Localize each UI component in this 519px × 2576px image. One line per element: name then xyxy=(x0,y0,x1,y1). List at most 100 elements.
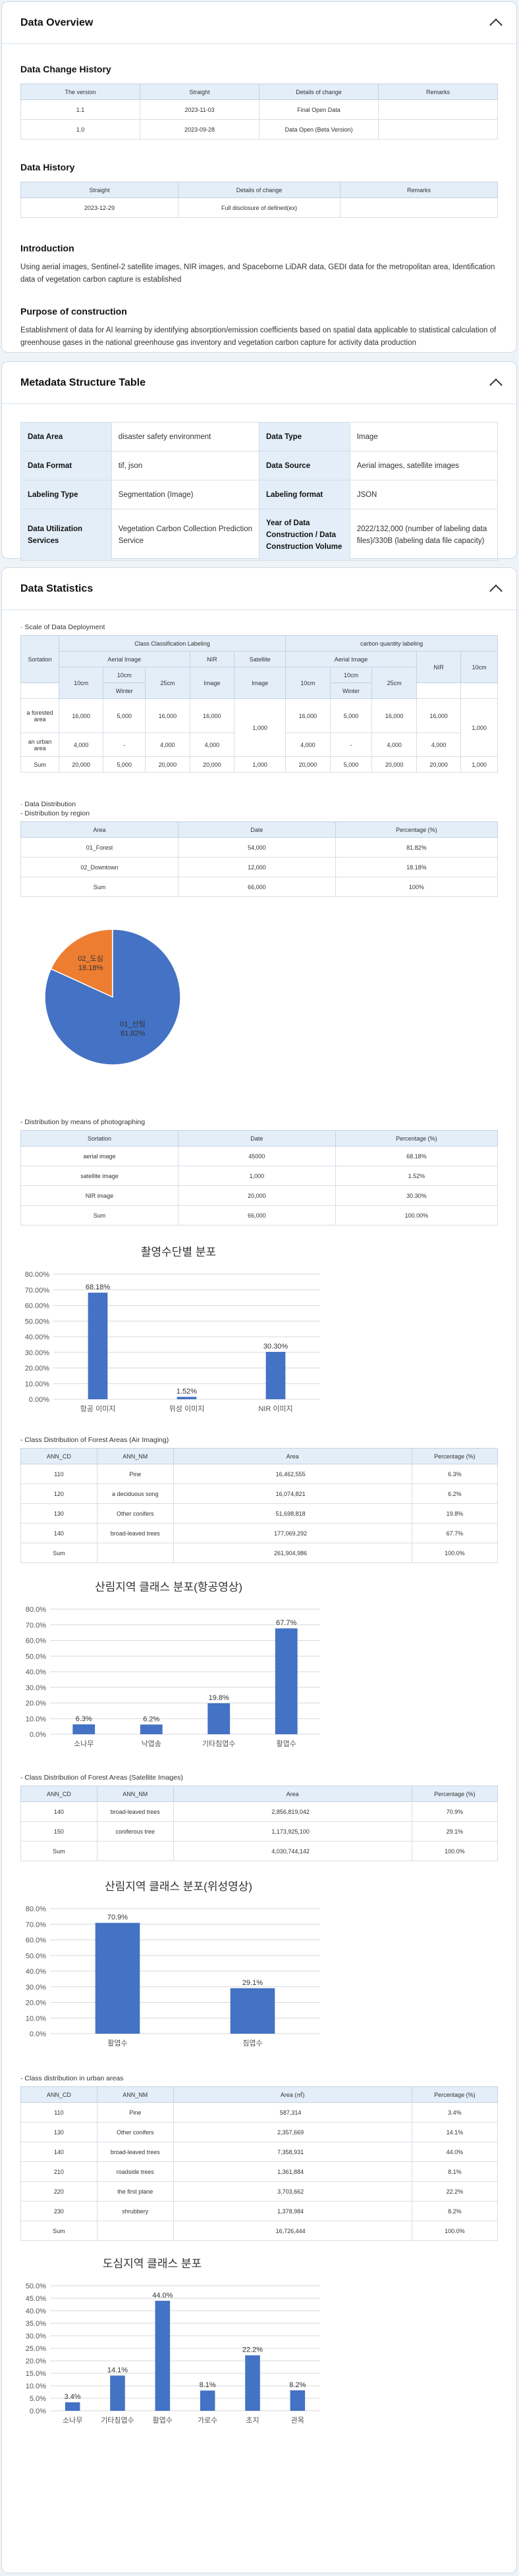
table-cell: 12,000 xyxy=(177,857,336,877)
meta-value: Aerial images, satellite images xyxy=(349,451,499,480)
table-cell: Sum xyxy=(20,1841,97,1861)
table-header: ANN_CD xyxy=(20,2086,97,2103)
table-header: Details of change xyxy=(259,84,379,100)
table-cell: 3.4% xyxy=(411,2102,499,2123)
bar xyxy=(265,1352,286,1399)
table-row: 110 Pine 16,462,555 6.3% xyxy=(20,1464,499,1484)
bar xyxy=(155,2300,171,2411)
table-cell: 16,000 xyxy=(189,698,235,733)
pie-slice xyxy=(50,929,113,998)
y-tick-label: 50.0% xyxy=(26,1653,46,1661)
table-cell: 140 xyxy=(20,1523,97,1543)
table-header: ANN_NM xyxy=(96,2086,174,2103)
deployment-scale-table: Sortation Class Classification Labeling … xyxy=(20,635,498,773)
table-row: Sum 4,030,744,142 100.0% xyxy=(20,1841,499,1861)
table-cell: 16,726,444 xyxy=(173,2221,412,2241)
bar xyxy=(110,2375,125,2411)
table-cell: 7,358,931 xyxy=(173,2142,412,2162)
chevron-up-icon[interactable] xyxy=(489,378,503,392)
region-caption: - Distribution by region xyxy=(20,810,90,817)
table-cell xyxy=(378,99,498,120)
table-cell: 01_Forest xyxy=(20,837,178,858)
table-cell: 81.82% xyxy=(335,837,499,858)
y-tick-label: 40.0% xyxy=(26,1968,46,1976)
table-cell: 4,000 xyxy=(145,733,190,757)
bar-value-label: 70.9% xyxy=(107,1914,128,1922)
panel-title: Metadata Structure Table xyxy=(20,376,146,388)
table-row: a forested area 16,000 5,000 16,000 16,0… xyxy=(20,698,498,757)
meta-value: JSON xyxy=(349,480,499,509)
table-cell: Sum xyxy=(20,1205,178,1225)
table-cell: broad-leaved trees xyxy=(96,1523,174,1543)
table-header: The version xyxy=(20,84,140,100)
table-cell: 20,000 xyxy=(177,1185,336,1206)
table-header: Winter xyxy=(103,683,146,699)
table-cell: NIR image xyxy=(20,1185,178,1206)
table-cell: 20,000 xyxy=(285,756,331,773)
bar xyxy=(65,2402,80,2411)
y-tick-label: 35.0% xyxy=(26,2320,46,2328)
chart-title: 촬영수단별 분포 xyxy=(141,1246,216,1258)
table-row: 110 Pine 587,314 3.4% xyxy=(20,2102,499,2123)
bar xyxy=(275,1628,298,1734)
metadata-header[interactable]: Metadata Structure Table xyxy=(2,362,516,404)
table-cell: 16,000 xyxy=(416,698,462,733)
bar-value-label: 14.1% xyxy=(107,2366,128,2374)
bar-value-label: 3.4% xyxy=(65,2393,81,2401)
table-row: 1.1 2023-11-03 Final Open Data xyxy=(20,99,498,120)
table-header: 10cm xyxy=(460,651,498,683)
means-caption: - Distribution by means of photographing xyxy=(20,1118,146,1126)
table-cell: 110 xyxy=(20,1464,97,1484)
forest-air-caption: - Class Distribution of Forest Areas (Ai… xyxy=(20,1436,169,1444)
y-tick-label: 45.0% xyxy=(26,2295,46,2303)
data-history-title: Data History xyxy=(20,162,75,172)
data-history-table: Straight Details of change Remarks 2023-… xyxy=(20,182,498,218)
table-cell: 130 xyxy=(20,1503,97,1524)
table-cell: Pine xyxy=(96,1464,174,1484)
bar-value-label: 67.7% xyxy=(276,1619,296,1627)
table-header: carbon quantity labeling xyxy=(285,635,498,652)
table-cell: 140 xyxy=(20,2142,97,2162)
scale-caption: · Scale of Data Deployment xyxy=(20,623,105,631)
bar xyxy=(290,2390,306,2411)
table-header: Aerial Image xyxy=(58,651,190,667)
chart-title: 산림지역 클래스 분포(항공영상) xyxy=(95,1581,242,1593)
bar-value-label: 29.1% xyxy=(242,1979,263,1987)
data-statistics-header[interactable]: Data Statistics xyxy=(2,568,516,610)
table-cell: Sum xyxy=(20,756,59,773)
table-cell: 16,074,821 xyxy=(173,1483,412,1504)
bar-value-label: 19.8% xyxy=(209,1694,229,1702)
y-tick-label: 0.0% xyxy=(30,2408,46,2415)
bar xyxy=(177,1397,197,1399)
pie-value-label: 81.82% xyxy=(121,1030,146,1038)
table-header: NIR xyxy=(416,651,462,683)
y-tick-label: 0.0% xyxy=(30,2030,46,2038)
table-cell: 4,000 xyxy=(58,733,104,757)
chevron-up-icon[interactable] xyxy=(489,18,503,32)
table-cell: 70.9% xyxy=(411,1801,499,1822)
table-cell: 4,000 xyxy=(371,733,417,757)
table-cell: shrubbery xyxy=(96,2201,174,2221)
urban-table: ANN_CD ANN_NM Area (㎡) Percentage (%) 110 Pin… xyxy=(20,2086,499,2241)
table-header: 10cm xyxy=(58,667,104,699)
table-cell: Other conifers xyxy=(96,1503,174,1524)
table-cell: 140 xyxy=(20,1801,97,1822)
meta-key: Data Type xyxy=(258,422,350,451)
y-tick-label: 30.0% xyxy=(26,1984,46,1992)
metadata-panel: Metadata Structure Table Data Area disast… xyxy=(1,361,517,561)
panel-title: Data Overview xyxy=(20,16,94,28)
table-cell: 45000 xyxy=(177,1146,336,1166)
table-cell xyxy=(20,683,59,699)
meta-key: Year of Data Construction / Data Constru… xyxy=(258,509,350,561)
data-overview-header[interactable]: Data Overview xyxy=(2,2,516,44)
table-cell: 20,000 xyxy=(189,756,235,773)
y-tick-label: 0.0% xyxy=(30,1731,46,1739)
table-header: ANN_CD xyxy=(20,1786,97,1802)
table-cell: 100.0% xyxy=(411,1841,499,1861)
table-cell: 29.1% xyxy=(411,1821,499,1842)
table-row: NIR image 20,000 30.30% xyxy=(20,1185,499,1206)
table-cell: 1,000 xyxy=(234,756,287,773)
table-header: Image xyxy=(189,667,235,699)
chevron-up-icon[interactable] xyxy=(489,584,503,598)
forest-sat-bar-chart: 산림지역 클래스 분포(위성영상) 0.0% 10.0% 20.0% 30.0% 40.0… xyxy=(20,1876,498,2053)
